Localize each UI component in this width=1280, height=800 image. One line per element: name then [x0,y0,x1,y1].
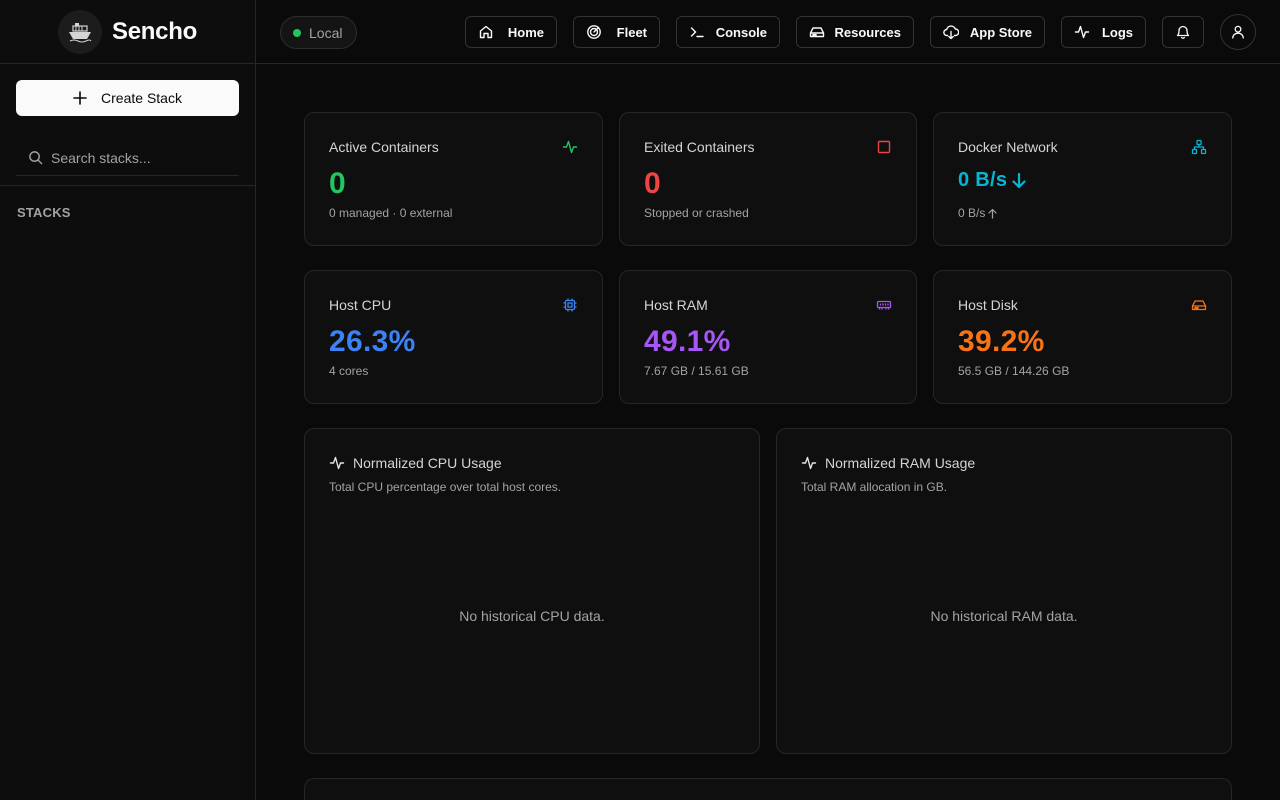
chart-header: Normalized RAM Usage [801,455,975,471]
stat-title: Host Disk [958,297,1018,313]
topbar: Local Home Fleet Console Resources App S… [256,0,1280,64]
activity-icon [329,456,345,470]
nav-fleet-button[interactable]: Fleet [573,16,660,48]
brand: Sencho [0,0,255,64]
activity-icon [801,456,817,470]
network-icon [1191,139,1207,155]
download-rate: 0 B/s [958,169,1008,191]
radar-icon [586,24,602,40]
arrow-down-icon [1012,172,1026,188]
nav-logs-button[interactable]: Logs [1061,16,1146,48]
chart-description: Total CPU percentage over total host cor… [329,480,562,494]
stat-value: 49.1% [644,325,731,358]
upload-rate: 0 B/s [958,206,986,220]
stat-card-host-cpu: Host CPU 26.3% 4 cores [304,270,603,404]
create-stack-label: Create Stack [101,90,182,106]
chart-empty-state: No historical CPU data. [459,608,605,624]
stat-subtext: 4 cores [329,364,369,378]
sidebar: Sencho Create Stack STACKS [0,0,256,800]
plus-icon [73,91,87,105]
drive-icon [1191,300,1207,311]
nav-app-store-button[interactable]: App Store [930,16,1045,48]
cpu-icon [563,298,577,312]
docker-ship-logo-icon [58,9,103,54]
stat-card-host-ram: Host RAM 49.1% 7.67 GB / 15.61 GB [619,270,917,404]
nav-logs-label: Logs [1101,24,1133,40]
stat-card-docker-network: Docker Network 0 B/s 0 B/s [933,112,1232,246]
stat-subtext: 56.5 GB / 144.26 GB [958,364,1070,378]
stat-value: 0 [329,167,346,200]
activity-icon [562,140,578,154]
nav-home-label: Home [507,24,544,40]
cloud-download-icon [943,24,959,40]
stat-value-download: 0 B/s [958,169,1027,192]
nav-home-button[interactable]: Home [465,16,557,48]
stat-subtext: Stopped or crashed [644,206,749,220]
nav-resources-button[interactable]: Resources [796,16,914,48]
chart-card-cpu: Normalized CPU Usage Total CPU percentag… [304,428,760,754]
bottom-card-partial [304,778,1232,800]
drive-icon [809,24,825,40]
search-icon [29,151,43,165]
search-input[interactable] [51,149,231,166]
stacks-section-label: STACKS [17,205,71,220]
user-menu-button[interactable] [1220,14,1256,50]
nav-console-label: Console [715,24,767,40]
stat-card-host-disk: Host Disk 39.2% 56.5 GB / 144.26 GB [933,270,1232,404]
search-box [16,140,239,176]
stat-title: Docker Network [958,139,1058,155]
square-icon [877,140,891,154]
create-stack-button[interactable]: Create Stack [16,80,239,116]
arrow-up-icon [988,208,997,219]
chart-description: Total RAM allocation in GB. [801,480,948,494]
activity-icon [1074,24,1090,40]
home-icon [478,24,494,40]
user-icon [1232,25,1244,39]
chart-title: Normalized RAM Usage [825,455,976,471]
chart-card-ram: Normalized RAM Usage Total RAM allocatio… [776,428,1232,754]
chart-header: Normalized CPU Usage [329,455,502,471]
terminal-icon [689,24,705,40]
nav-fleet-label: Fleet [616,24,647,40]
nav-resources-label: Resources [834,24,901,40]
stat-value: 39.2% [958,325,1045,358]
nav-app-store-label: App Store [969,24,1032,40]
sidebar-divider [0,185,255,186]
stat-title: Host RAM [644,297,708,313]
status-dot-icon [293,28,301,37]
environment-selector[interactable]: Local [280,16,357,49]
chart-empty-state: No historical RAM data. [930,608,1078,624]
stat-value: 26.3% [329,325,416,358]
memory-icon [876,300,892,310]
stat-title: Host CPU [329,297,392,313]
stat-value: 0 [644,167,661,200]
nav-console-button[interactable]: Console [676,16,780,48]
environment-label: Local [309,24,343,41]
chart-title: Normalized CPU Usage [353,455,502,471]
brand-name: Sencho [112,17,197,45]
bell-icon [1176,25,1190,39]
notifications-button[interactable] [1162,16,1204,48]
stat-subtext-upload: 0 B/s [958,206,997,220]
stat-subtext: 7.67 GB / 15.61 GB [644,364,749,378]
stat-subtext: 0 managed · 0 external [329,206,453,220]
stat-title: Exited Containers [644,139,755,155]
stat-card-exited-containers: Exited Containers 0 Stopped or crashed [619,112,917,246]
stat-title: Active Containers [329,139,439,155]
stat-card-active-containers: Active Containers 0 0 managed · 0 extern… [304,112,603,246]
